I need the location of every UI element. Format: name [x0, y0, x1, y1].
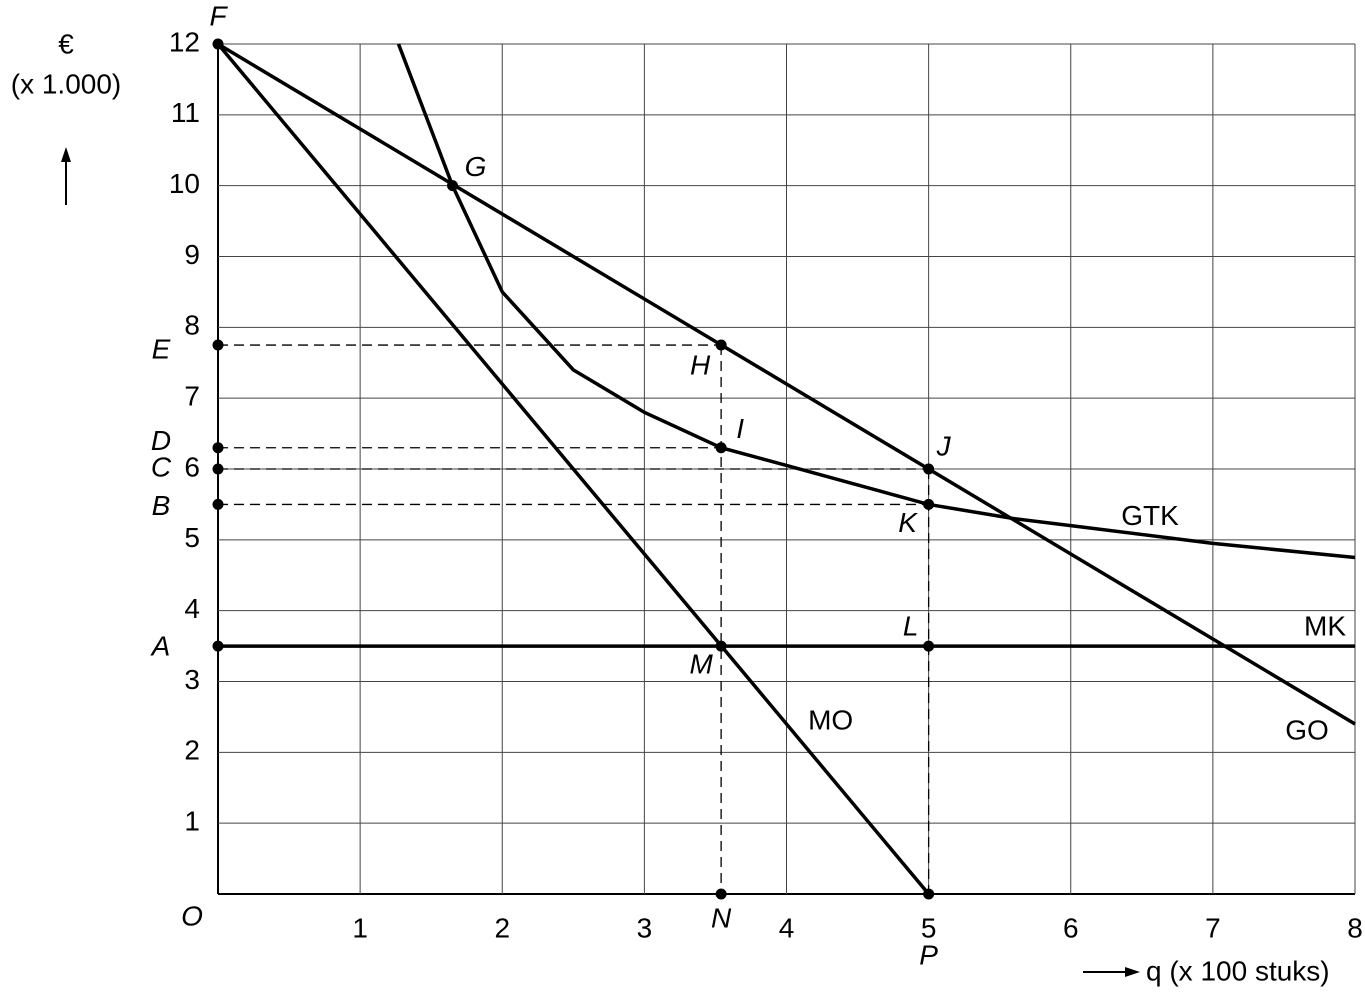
point [447, 180, 459, 192]
point-label: P [919, 939, 938, 970]
series-line [396, 43, 1356, 560]
x-tick-label: 6 [1063, 912, 1079, 943]
y-tick-label: 3 [184, 664, 200, 695]
origin-label: O [181, 900, 203, 931]
y-tick-label: 12 [169, 26, 200, 57]
series-label: GO [1285, 714, 1329, 745]
point [212, 339, 224, 351]
point-label: I [736, 413, 744, 444]
point [715, 640, 727, 652]
point-label: J [936, 430, 952, 461]
point [212, 640, 224, 652]
y-tick-label: 6 [184, 451, 200, 482]
point [212, 463, 224, 475]
point [715, 888, 727, 900]
point-label: N [711, 902, 732, 933]
x-arrow-head [1125, 967, 1140, 977]
x-axis-label: q (x 100 stuks) [1146, 955, 1330, 986]
point-label: K [898, 507, 918, 538]
series-label: MK [1304, 610, 1346, 641]
point-label: A [150, 630, 171, 661]
y-tick-label: 2 [184, 735, 200, 766]
y-tick-label: 11 [171, 97, 200, 128]
series-label: MO [808, 704, 853, 735]
y-tick-label: 8 [184, 310, 200, 341]
series-line [217, 42, 1356, 726]
y-tick-label: 10 [169, 168, 200, 199]
series-line [216, 42, 930, 896]
x-tick-label: 8 [1347, 912, 1363, 943]
series-label: GTK [1121, 500, 1179, 531]
y-tick-label: 7 [184, 381, 200, 412]
point-label: H [690, 349, 711, 380]
y-tick-label: 4 [184, 593, 200, 624]
point-label: L [903, 610, 919, 641]
x-tick-label: 7 [1205, 912, 1221, 943]
point-label: F [209, 0, 228, 31]
x-tick-label: 5 [921, 912, 937, 943]
x-tick-label: 3 [637, 912, 653, 943]
point-label: E [152, 333, 171, 364]
point [923, 498, 935, 510]
point [923, 640, 935, 652]
y-tick-label: 5 [184, 522, 200, 553]
point [923, 888, 935, 900]
point [923, 463, 935, 475]
point [212, 498, 224, 510]
y-axis-unit: (x 1.000) [11, 68, 122, 99]
point-label: C [151, 451, 172, 482]
y-axis-label: € [58, 28, 74, 59]
point [212, 38, 224, 50]
y-tick-label: 9 [184, 239, 200, 270]
y-tick-label: 1 [184, 806, 200, 837]
y-arrow-head [61, 147, 71, 162]
point-label: G [465, 151, 487, 182]
point-label: B [152, 490, 171, 521]
point-label: M [689, 648, 713, 679]
point [212, 442, 224, 454]
x-tick-label: 2 [494, 912, 510, 943]
x-tick-label: 1 [352, 912, 368, 943]
point [715, 339, 727, 351]
x-tick-label: 4 [779, 912, 795, 943]
point [715, 442, 727, 454]
point-label: D [151, 425, 171, 456]
